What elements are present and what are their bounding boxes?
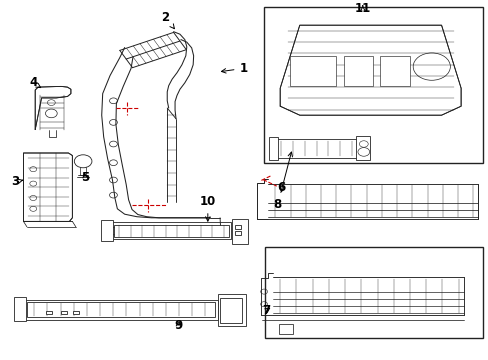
Bar xyxy=(220,298,242,323)
Bar xyxy=(73,311,79,314)
Bar xyxy=(27,302,215,317)
Text: 1: 1 xyxy=(221,62,247,75)
Bar xyxy=(343,56,372,86)
Bar xyxy=(235,225,241,229)
Bar xyxy=(101,220,113,241)
Text: 7: 7 xyxy=(262,304,270,317)
Text: 3: 3 xyxy=(12,175,22,188)
Bar xyxy=(278,324,293,334)
Text: 11: 11 xyxy=(354,2,370,15)
Bar xyxy=(264,7,482,163)
Bar xyxy=(24,300,217,320)
Bar xyxy=(264,247,482,338)
Bar xyxy=(232,219,247,244)
Bar xyxy=(217,294,245,326)
Bar xyxy=(355,136,369,160)
Text: 5: 5 xyxy=(81,171,89,184)
Polygon shape xyxy=(35,86,71,130)
Bar xyxy=(289,56,336,86)
Bar xyxy=(114,225,228,237)
Bar xyxy=(235,231,241,235)
Bar xyxy=(111,222,231,239)
Text: 9: 9 xyxy=(174,319,182,332)
Text: 4: 4 xyxy=(29,76,41,89)
Bar xyxy=(14,297,26,321)
Bar xyxy=(380,56,409,86)
Text: 6: 6 xyxy=(277,181,285,194)
Circle shape xyxy=(74,155,92,168)
Text: 10: 10 xyxy=(199,195,216,221)
Polygon shape xyxy=(280,25,460,115)
Text: 2: 2 xyxy=(161,11,174,29)
Polygon shape xyxy=(23,153,72,221)
Bar xyxy=(276,139,356,158)
Bar xyxy=(268,137,277,160)
Text: 8: 8 xyxy=(273,152,292,211)
Bar xyxy=(61,311,67,314)
Bar xyxy=(46,311,52,314)
